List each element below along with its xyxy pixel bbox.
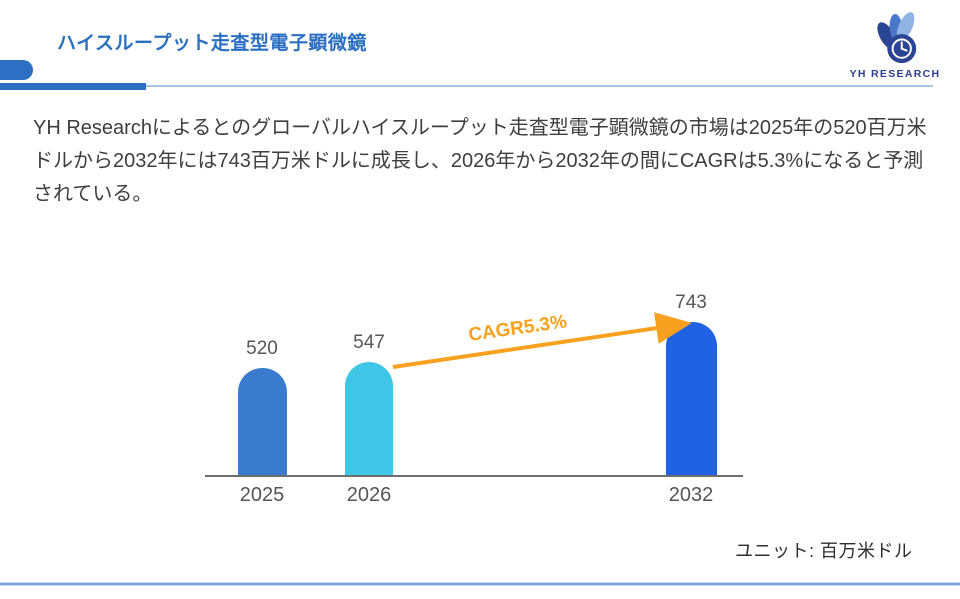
bar-group-2025: 520 xyxy=(232,338,292,475)
market-summary-text: YH Researchによるとのグローバルハイスループット走査型電子顕微鏡の市場… xyxy=(33,117,927,205)
page-title: ハイスループット走査型電子顕微鏡 xyxy=(57,33,367,54)
x-tick-2026: 2026 xyxy=(346,484,392,506)
bar-value-2032: 743 xyxy=(675,292,707,313)
x-tick-2025: 2025 xyxy=(239,484,285,506)
title-underline-thin xyxy=(146,85,933,87)
yh-research-logo-icon xyxy=(877,12,917,64)
bar-value-2025: 520 xyxy=(246,338,278,359)
bar-group-2032: 743 xyxy=(660,292,722,475)
bar-group-2026: 547 xyxy=(339,332,399,475)
footer-rule xyxy=(0,582,960,586)
bar-value-2026: 547 xyxy=(353,332,385,353)
title-underline-thick xyxy=(0,83,146,90)
yh-research-logo-text: YH RESEARCH xyxy=(849,68,941,80)
yh-research-logo: YH RESEARCH xyxy=(843,12,947,80)
bar-2026 xyxy=(345,362,393,475)
title-accent-pill xyxy=(0,60,33,80)
bar-2032 xyxy=(665,322,717,475)
chart-x-axis xyxy=(205,475,743,477)
bar-2025 xyxy=(237,368,287,475)
x-tick-2032: 2032 xyxy=(668,484,714,506)
cagr-annotation: CAGR5.3% xyxy=(467,311,569,346)
unit-label: ユニット: 百万米ドル xyxy=(735,541,913,561)
